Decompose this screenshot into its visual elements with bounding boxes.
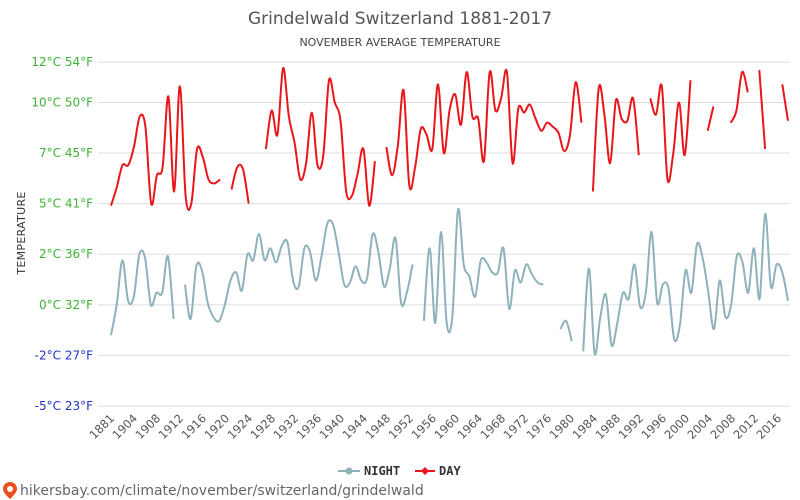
x-tick-label: 1904 — [110, 411, 141, 442]
x-tick-label: 1980 — [547, 411, 578, 442]
x-tick-label: 1928 — [248, 411, 279, 442]
legend-day-label: DAY — [439, 464, 461, 478]
x-tick-label: 1912 — [156, 411, 187, 442]
x-tick-label: 2016 — [754, 411, 785, 442]
y-tick-label: -2°C 27°F — [35, 348, 93, 362]
x-tick-label: 1956 — [409, 411, 440, 442]
y-tick-label: 2°C 36°F — [39, 247, 93, 261]
y-tick-label: 12°C 54°F — [31, 55, 93, 69]
source-url[interactable]: hikersbay.com/climate/november/switzerla… — [20, 483, 424, 499]
x-tick-label: 1944 — [340, 411, 371, 442]
series-line-day — [706, 106, 715, 132]
x-tick-label: 2004 — [685, 411, 716, 442]
series-line-day — [385, 68, 583, 191]
x-tick-label: 1952 — [386, 411, 417, 442]
x-tick-label: 1916 — [179, 411, 210, 442]
gridlines — [98, 61, 790, 407]
series-line-day — [781, 84, 789, 121]
series-line-night — [422, 207, 544, 334]
x-tick-label: 1960 — [432, 411, 463, 442]
x-tick-label: 1988 — [593, 411, 624, 442]
chart-subtitle: NOVEMBER AVERAGE TEMPERATURE — [299, 36, 500, 49]
series-line-night — [110, 249, 175, 336]
legend[interactable]: NIGHT DAY — [338, 464, 461, 478]
legend-day-marker — [421, 467, 429, 475]
x-tick-label: 1972 — [501, 411, 532, 442]
series-line-night — [559, 319, 573, 342]
x-tick-label: 1940 — [317, 411, 348, 442]
legend-item-night[interactable]: NIGHT — [338, 464, 400, 478]
x-tick-labels: 1881190419081912191619201924192819321936… — [87, 411, 785, 442]
y-tick-label: -5°C 23°F — [35, 399, 93, 413]
y-tick-label: 5°C 41°F — [39, 197, 93, 211]
x-tick-label: 1984 — [570, 411, 601, 442]
source-link[interactable]: hikersbay.com/climate/november/switzerla… — [3, 482, 424, 499]
x-tick-label: 1992 — [616, 411, 647, 442]
y-tick-label: 0°C 32°F — [39, 298, 93, 312]
series-line-day — [264, 67, 376, 207]
y-tick-label: 10°C 50°F — [31, 95, 93, 109]
series-lines — [110, 67, 789, 356]
chart-title: Grindelwald Switzerland 1881-2017 — [248, 9, 552, 29]
legend-night-marker — [345, 467, 353, 475]
series-line-day — [729, 70, 749, 124]
y-tick-labels: 12°C 54°F 10°C 50°F 7°C 45°F 5°C 41°F 2°C 36… — [31, 55, 93, 413]
x-tick-label: 1881 — [87, 411, 118, 442]
legend-item-day[interactable]: DAY — [415, 464, 461, 478]
x-tick-label: 2000 — [662, 411, 693, 442]
x-tick-label: 1936 — [294, 411, 325, 442]
y-axis-label: TEMPERATURE — [15, 191, 28, 275]
x-tick-label: 1908 — [133, 411, 164, 442]
x-tick-label: 2008 — [708, 411, 739, 442]
series-line-day — [110, 85, 221, 211]
x-tick-label: 1948 — [363, 411, 394, 442]
x-tick-label: 1976 — [524, 411, 555, 442]
y-tick-label: 7°C 45°F — [39, 146, 93, 160]
x-tick-label: 1996 — [639, 411, 670, 442]
x-tick-label: 1924 — [225, 411, 256, 442]
x-tick-label: 1964 — [455, 411, 486, 442]
x-tick-label: 1932 — [271, 411, 302, 442]
series-line-day — [649, 80, 692, 183]
series-line-night — [184, 219, 414, 323]
x-tick-label: 1920 — [202, 411, 233, 442]
x-tick-label: 2012 — [731, 411, 762, 442]
x-tick-label: 1968 — [478, 411, 509, 442]
map-pin-icon — [3, 482, 17, 499]
series-line-day — [591, 84, 640, 192]
series-line-day — [758, 70, 767, 150]
series-line-day — [230, 163, 250, 204]
series-line-night — [582, 212, 789, 356]
legend-night-label: NIGHT — [364, 464, 400, 478]
